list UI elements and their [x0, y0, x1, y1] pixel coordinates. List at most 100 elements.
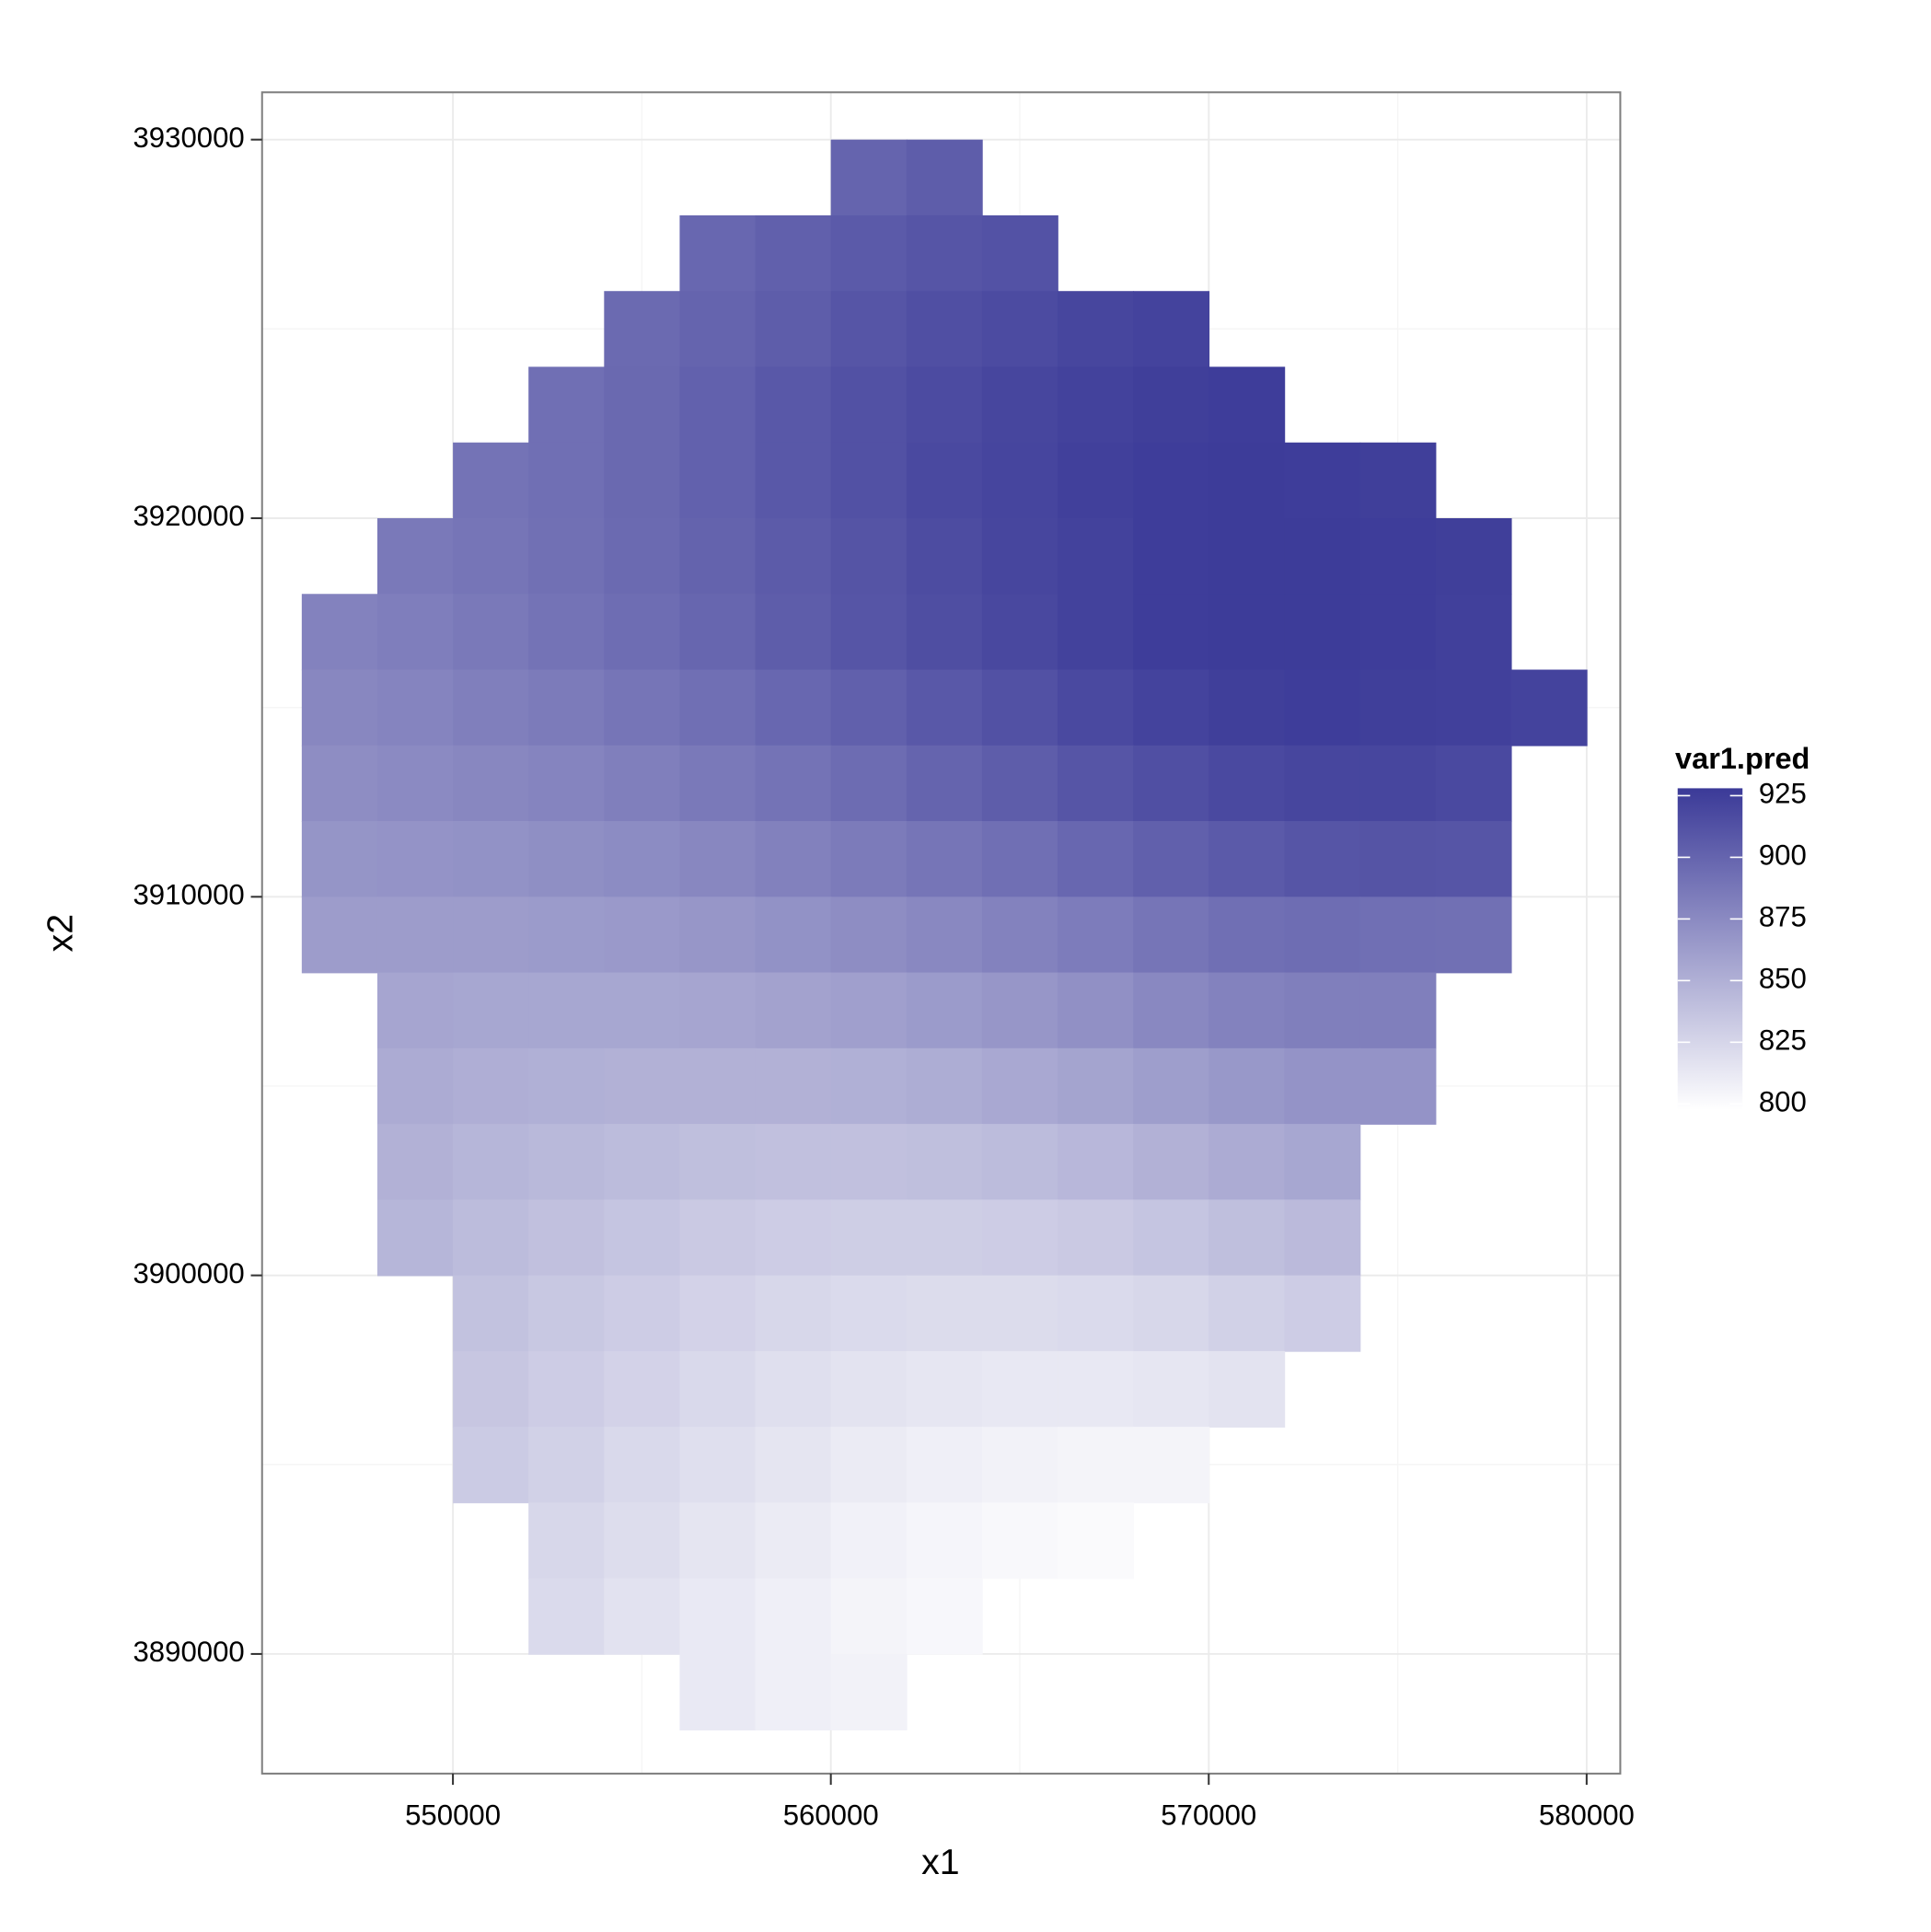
cell	[906, 366, 983, 444]
cell	[1435, 745, 1512, 822]
cell	[1133, 1427, 1210, 1504]
cell	[1284, 821, 1361, 898]
cell	[1058, 1124, 1134, 1201]
cell	[906, 139, 983, 216]
cell	[453, 517, 530, 596]
cell	[830, 1502, 908, 1579]
cell	[1133, 366, 1210, 444]
cell	[679, 821, 757, 898]
cell	[906, 1502, 983, 1579]
cell	[830, 594, 908, 671]
cell	[528, 1047, 606, 1125]
cell	[755, 517, 832, 596]
cell	[981, 366, 1058, 444]
cell	[376, 1199, 454, 1277]
cell	[906, 291, 983, 368]
cell	[906, 1124, 983, 1201]
cell	[604, 972, 681, 1049]
cell	[604, 1124, 681, 1201]
cell	[755, 1275, 832, 1352]
cell	[453, 669, 530, 746]
cell	[1133, 442, 1210, 519]
cell	[1284, 594, 1361, 671]
cell	[906, 594, 983, 671]
cell	[604, 745, 681, 822]
cell	[1133, 745, 1210, 822]
cell	[679, 669, 757, 746]
cell	[830, 442, 908, 519]
cell	[1208, 972, 1286, 1049]
cell	[755, 1124, 832, 1201]
cell	[376, 1047, 454, 1125]
cell	[604, 1199, 681, 1277]
cell	[301, 821, 378, 898]
cell	[1435, 669, 1512, 746]
cell	[906, 442, 983, 519]
legend-title: var1.pred	[1675, 742, 1810, 775]
cell	[981, 1502, 1058, 1579]
cell	[1284, 1124, 1361, 1201]
cell	[1133, 291, 1210, 368]
cell	[830, 1578, 908, 1655]
cell	[830, 1427, 908, 1504]
cell	[981, 1427, 1058, 1504]
cell	[528, 745, 606, 822]
cell	[755, 972, 832, 1049]
cell	[1133, 669, 1210, 746]
cell	[528, 594, 606, 671]
cell	[1133, 1199, 1210, 1277]
cell	[1510, 669, 1588, 746]
cell	[1133, 821, 1210, 898]
cell	[528, 821, 606, 898]
cell	[1435, 897, 1512, 974]
cell	[1208, 366, 1286, 444]
cell	[981, 1047, 1058, 1125]
cell	[906, 821, 983, 898]
cell	[1208, 897, 1286, 974]
cell	[1208, 517, 1286, 596]
cell	[1284, 745, 1361, 822]
cell	[830, 366, 908, 444]
cell	[755, 214, 832, 293]
y-tick-label: 3930000	[133, 121, 244, 154]
cell	[906, 1578, 983, 1655]
x-tick-label: 570000	[1161, 1799, 1256, 1832]
cell	[830, 1124, 908, 1201]
cell	[1058, 972, 1134, 1049]
cell	[528, 1275, 606, 1352]
cell	[301, 669, 378, 746]
cell	[679, 1124, 757, 1201]
cell	[755, 1502, 832, 1579]
plot-area	[261, 92, 1621, 1774]
cell	[528, 442, 606, 519]
cell	[1058, 745, 1134, 822]
cell	[453, 1427, 530, 1504]
cell	[1208, 1350, 1286, 1428]
cell	[830, 1350, 908, 1428]
cell	[755, 1350, 832, 1428]
cell	[981, 1199, 1058, 1277]
x-tick-label: 580000	[1539, 1799, 1635, 1832]
cell	[1359, 821, 1437, 898]
cell	[981, 1350, 1058, 1428]
cell	[604, 594, 681, 671]
cell	[604, 821, 681, 898]
y-tick-label: 3910000	[133, 879, 244, 911]
cell	[1058, 821, 1134, 898]
legend-colorbar	[1677, 788, 1743, 1111]
cell	[453, 972, 530, 1049]
cell	[604, 1427, 681, 1504]
cell	[981, 517, 1058, 596]
cell	[1133, 517, 1210, 596]
cell	[453, 821, 530, 898]
cell	[528, 897, 606, 974]
cell	[376, 594, 454, 671]
cell	[906, 1427, 983, 1504]
cell	[679, 1427, 757, 1504]
cell	[906, 745, 983, 822]
cell	[1058, 1502, 1134, 1579]
cell	[1284, 442, 1361, 519]
cell	[830, 745, 908, 822]
cell	[1359, 972, 1437, 1049]
